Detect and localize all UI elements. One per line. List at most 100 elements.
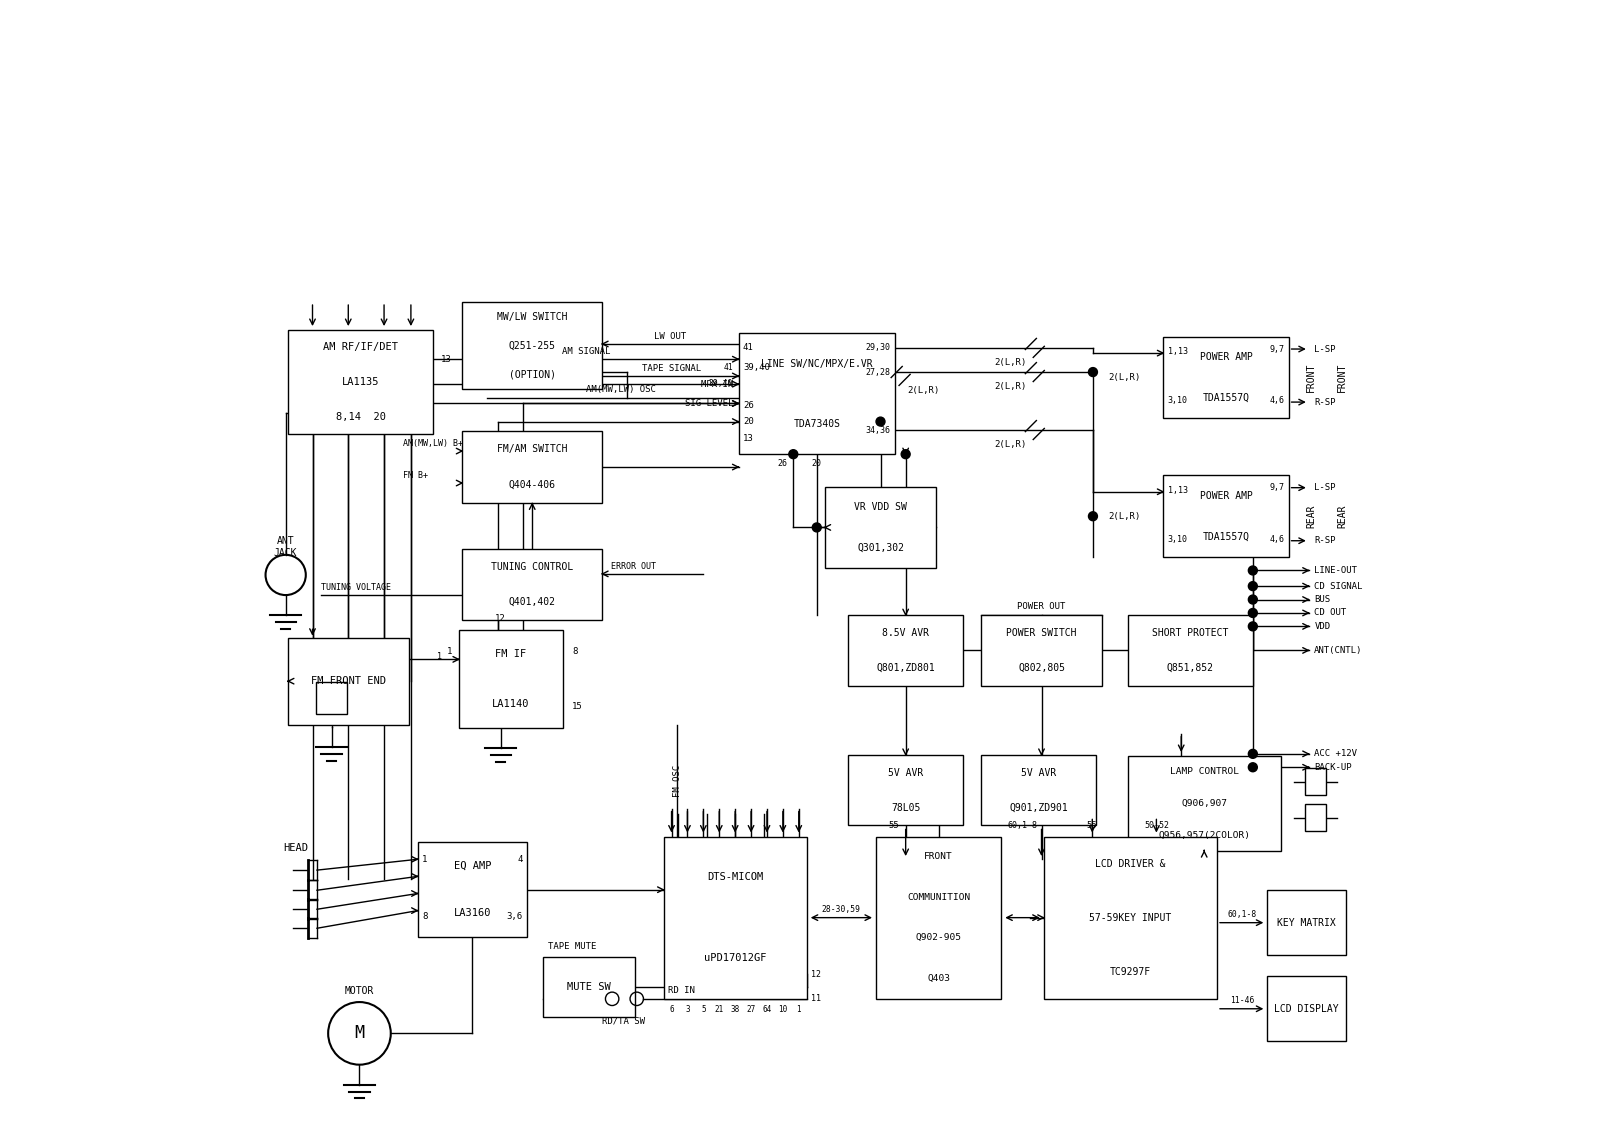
Text: 11: 11 bbox=[811, 994, 821, 1003]
Text: HEAD: HEAD bbox=[283, 842, 309, 852]
FancyBboxPatch shape bbox=[664, 837, 806, 998]
Text: RD/TA SW: RD/TA SW bbox=[602, 1017, 645, 1026]
Circle shape bbox=[901, 449, 910, 458]
Text: 3: 3 bbox=[685, 1005, 690, 1014]
Text: 3,10: 3,10 bbox=[1168, 396, 1187, 405]
Text: VDD: VDD bbox=[1314, 621, 1331, 631]
FancyBboxPatch shape bbox=[459, 629, 563, 728]
Text: TUNING CONTROL: TUNING CONTROL bbox=[491, 561, 573, 572]
Text: 2(L,R): 2(L,R) bbox=[994, 440, 1026, 449]
Text: MPX IN: MPX IN bbox=[701, 379, 733, 388]
Text: 9,7: 9,7 bbox=[1269, 483, 1285, 492]
FancyBboxPatch shape bbox=[739, 334, 894, 454]
Text: Q404-406: Q404-406 bbox=[509, 480, 555, 490]
Text: 27: 27 bbox=[747, 1005, 755, 1014]
FancyBboxPatch shape bbox=[848, 755, 963, 825]
Text: TAPE MUTE: TAPE MUTE bbox=[549, 942, 597, 951]
Text: 1,13: 1,13 bbox=[1168, 486, 1187, 495]
Text: TC9297F: TC9297F bbox=[1110, 967, 1150, 977]
Text: ACC +12V: ACC +12V bbox=[1314, 749, 1357, 758]
Text: 55: 55 bbox=[888, 821, 899, 830]
Text: FRONT: FRONT bbox=[1338, 363, 1347, 393]
Text: 57-59KEY INPUT: 57-59KEY INPUT bbox=[1090, 912, 1171, 923]
Text: 34,36: 34,36 bbox=[866, 426, 891, 435]
Text: BACK-UP: BACK-UP bbox=[1314, 763, 1352, 772]
Text: CD SIGNAL: CD SIGNAL bbox=[1314, 582, 1363, 591]
Text: REAR: REAR bbox=[1338, 505, 1347, 528]
Text: SHORT PROTECT: SHORT PROTECT bbox=[1152, 628, 1229, 637]
Text: 26: 26 bbox=[778, 458, 787, 468]
Text: CD OUT: CD OUT bbox=[1314, 609, 1347, 617]
Text: 12: 12 bbox=[811, 970, 821, 979]
FancyBboxPatch shape bbox=[1306, 805, 1325, 831]
Text: LA1140: LA1140 bbox=[493, 698, 530, 709]
Text: Q801,ZD801: Q801,ZD801 bbox=[877, 663, 934, 674]
Circle shape bbox=[1248, 582, 1258, 591]
Text: 55: 55 bbox=[1086, 821, 1098, 830]
Text: 2(L,R): 2(L,R) bbox=[994, 383, 1026, 392]
Text: 39,40: 39,40 bbox=[742, 362, 770, 371]
Text: REAR: REAR bbox=[1306, 505, 1315, 528]
Text: FM OSC: FM OSC bbox=[672, 764, 682, 797]
Text: DTS-MICOM: DTS-MICOM bbox=[707, 872, 763, 882]
Text: EQ AMP: EQ AMP bbox=[454, 861, 491, 871]
FancyBboxPatch shape bbox=[288, 637, 408, 724]
Text: 1: 1 bbox=[448, 646, 453, 655]
FancyBboxPatch shape bbox=[877, 837, 1002, 998]
Text: POWER OUT: POWER OUT bbox=[1018, 602, 1066, 611]
FancyBboxPatch shape bbox=[824, 487, 936, 568]
Circle shape bbox=[877, 417, 885, 426]
Text: ANT(CNTL): ANT(CNTL) bbox=[1314, 646, 1363, 655]
Text: FM IF: FM IF bbox=[496, 650, 526, 659]
FancyBboxPatch shape bbox=[1163, 475, 1288, 557]
Text: 60,1-8: 60,1-8 bbox=[1227, 910, 1258, 919]
Text: 1: 1 bbox=[797, 1005, 802, 1014]
Text: (OPTION): (OPTION) bbox=[509, 370, 555, 380]
Text: KEY MATRIX: KEY MATRIX bbox=[1277, 918, 1336, 928]
Text: AM RF/IF/DET: AM RF/IF/DET bbox=[323, 342, 398, 352]
Text: 2(L,R): 2(L,R) bbox=[907, 386, 939, 395]
Text: FRONT: FRONT bbox=[925, 852, 954, 861]
Text: SIG LEVEL: SIG LEVEL bbox=[685, 398, 733, 408]
Text: Q403: Q403 bbox=[926, 974, 950, 983]
Text: 4,6: 4,6 bbox=[1269, 396, 1285, 405]
Circle shape bbox=[1088, 368, 1098, 377]
Circle shape bbox=[1248, 749, 1258, 758]
FancyBboxPatch shape bbox=[1267, 890, 1346, 955]
Text: LINE SW/NC/MPX/E.VR: LINE SW/NC/MPX/E.VR bbox=[762, 359, 872, 369]
Circle shape bbox=[1088, 512, 1098, 521]
Text: 3,10: 3,10 bbox=[1168, 534, 1187, 543]
Text: 8.5V AVR: 8.5V AVR bbox=[882, 628, 930, 637]
Text: LINE-OUT: LINE-OUT bbox=[1314, 566, 1357, 575]
Text: 20: 20 bbox=[742, 417, 754, 426]
Text: 78L05: 78L05 bbox=[891, 803, 920, 813]
Text: ANT: ANT bbox=[277, 537, 294, 547]
Text: L-SP: L-SP bbox=[1314, 344, 1336, 353]
Text: 39,40: 39,40 bbox=[709, 379, 733, 388]
Text: TUNING VOLTAGE: TUNING VOLTAGE bbox=[322, 583, 392, 592]
Text: MOTOR: MOTOR bbox=[344, 986, 374, 996]
Text: 11-46: 11-46 bbox=[1230, 996, 1254, 1005]
Circle shape bbox=[789, 449, 798, 458]
Text: 8: 8 bbox=[422, 911, 427, 920]
Circle shape bbox=[813, 523, 821, 532]
Text: 8: 8 bbox=[571, 646, 578, 655]
Text: POWER SWITCH: POWER SWITCH bbox=[1006, 628, 1077, 637]
FancyBboxPatch shape bbox=[981, 615, 1102, 686]
Text: L-SP: L-SP bbox=[1314, 483, 1336, 492]
Text: FRONT: FRONT bbox=[1306, 363, 1315, 393]
Text: FM B+: FM B+ bbox=[403, 471, 429, 480]
Text: BUS: BUS bbox=[1314, 595, 1331, 604]
Text: 4: 4 bbox=[517, 855, 523, 864]
Text: 2(L,R): 2(L,R) bbox=[1109, 374, 1141, 383]
Text: Q956,957(2COLOR): Q956,957(2COLOR) bbox=[1158, 831, 1250, 840]
Text: 50-52: 50-52 bbox=[1144, 821, 1170, 830]
Text: FM FRONT END: FM FRONT END bbox=[310, 676, 386, 686]
Circle shape bbox=[1248, 763, 1258, 772]
Text: LCD DISPLAY: LCD DISPLAY bbox=[1274, 1004, 1339, 1014]
Text: LCD DRIVER &: LCD DRIVER & bbox=[1094, 858, 1166, 868]
Text: Q301,302: Q301,302 bbox=[858, 543, 904, 552]
Text: M: M bbox=[355, 1024, 365, 1043]
FancyBboxPatch shape bbox=[1163, 337, 1288, 419]
Text: RD IN: RD IN bbox=[669, 986, 694, 995]
